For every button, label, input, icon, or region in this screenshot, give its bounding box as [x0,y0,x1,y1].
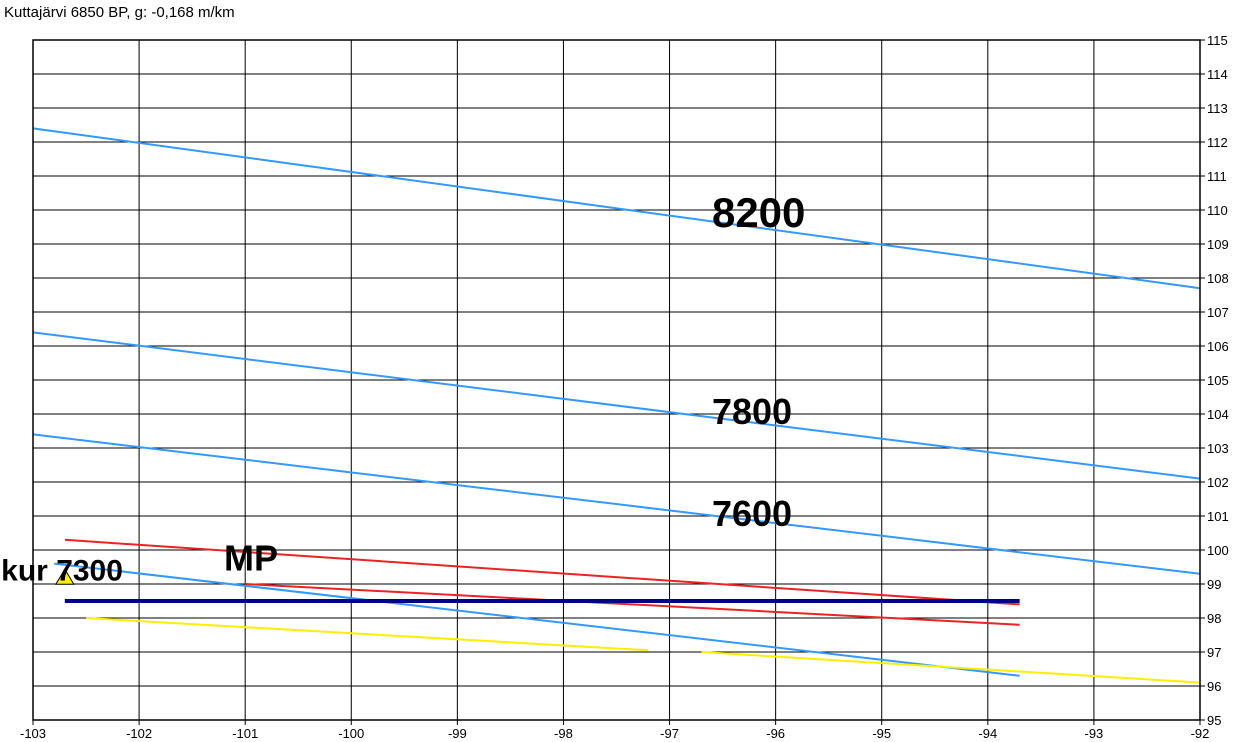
x-tick-label: -103 [20,726,46,741]
triangle-marker [54,568,75,585]
y-tick-label: 103 [1207,441,1229,456]
y-tick-label: 96 [1207,679,1221,694]
series-line-1 [32,331,1201,480]
series-line-5 [245,583,1020,626]
x-tick-label: -100 [338,726,364,741]
x-tick-label: -93 [1085,726,1104,741]
x-tick-label: -94 [978,726,997,741]
y-tick-label: 95 [1207,713,1221,728]
series-line-3 [54,562,1020,677]
x-tick-label: -96 [766,726,785,741]
y-tick-label: 98 [1207,611,1221,626]
series-layer [32,127,1201,684]
y-tick-label: 110 [1207,203,1228,218]
x-tick-label: -92 [1191,726,1210,741]
y-tick-label: 109 [1207,237,1229,252]
y-tick-label: 108 [1207,271,1229,286]
annotation-label: MP [224,537,278,578]
y-tick-label: 112 [1207,135,1228,150]
x-tick-label: -101 [232,726,258,741]
x-tick-label: -102 [126,726,152,741]
grid-lines [32,39,1201,721]
annotation-label: 7600 [712,493,792,534]
y-tick-label: 106 [1207,339,1229,354]
y-tick-label: 113 [1207,101,1228,116]
y-tick-label: 107 [1207,305,1229,320]
y-tick-label: 115 [1207,33,1228,48]
y-tick-label: 102 [1207,475,1229,490]
plot-frame [32,39,1201,721]
y-tick-label: 97 [1207,645,1221,660]
x-tick-label: -97 [660,726,679,741]
annotation-label: 8200 [712,189,805,236]
series-line-7 [701,651,1201,684]
y-tick-label: 105 [1207,373,1229,388]
y-tick-labels: 95 96 97 98 99 100 101 102 103 104 105 106 107 108 109… [1200,33,1229,728]
y-tick-label: 99 [1207,577,1221,592]
y-tick-label: 104 [1207,407,1229,422]
y-tick-label: 101 [1207,509,1229,524]
x-tick-label: -98 [554,726,573,741]
x-tick-label: -99 [448,726,467,741]
y-tick-label: 100 [1207,543,1229,558]
series-line-0 [32,127,1201,290]
x-tick-labels: -103 -102 -101 -100 -99 -98 -97 -96 -95 -94 -93 -92 [20,720,1209,741]
y-tick-label: 114 [1207,67,1228,82]
annotation-layer: 8200 7800 7600 MP kur 7300 [1,189,805,588]
chart-title: Kuttajärvi 6850 BP, g: -0,168 m/km [4,4,235,21]
annotation-label: 7800 [712,391,792,432]
x-tick-label: -95 [872,726,891,741]
annotation-label: kur 7300 [1,555,123,588]
y-tick-label: 111 [1207,169,1227,184]
marker-layer [54,568,75,585]
series-line-4 [64,538,1020,606]
series-line-6 [85,617,649,652]
series-line-2 [32,433,1201,575]
